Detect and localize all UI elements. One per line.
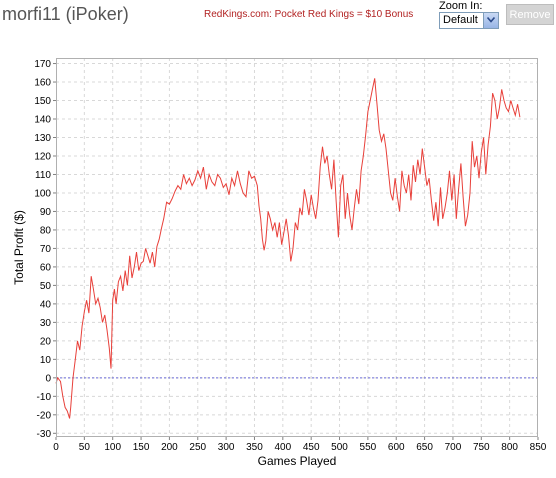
y-tick-label: -10 [37, 392, 52, 403]
y-tick-label: 160 [34, 78, 51, 89]
remove-button[interactable]: Remove [506, 4, 554, 25]
plot-border [56, 58, 538, 437]
zoom-select[interactable]: Default [439, 12, 499, 29]
x-tick-label: 250 [189, 442, 206, 453]
zoom-label: Zoom In: [439, 0, 483, 12]
x-tick-label: 450 [303, 442, 320, 453]
x-tick-label: 650 [416, 442, 433, 453]
x-tick-label: 50 [79, 442, 91, 453]
y-axis: -30 -20 -10 0 10 20 30 40 50 60 70 80 90 100 110 120 130… [34, 59, 56, 440]
y-tick-label: 30 [40, 318, 52, 329]
x-tick-label: 350 [246, 442, 263, 453]
zoom-selected-value: Default [443, 14, 478, 26]
y-tick-label: 90 [40, 207, 52, 218]
y-tick-label: 80 [40, 225, 52, 236]
x-tick-label: 300 [218, 442, 235, 453]
series-line [55, 78, 521, 419]
y-tick-label: 40 [40, 299, 52, 310]
y-tick-label: -30 [37, 429, 52, 440]
x-tick-label: 0 [53, 442, 59, 453]
x-tick-label: 800 [501, 442, 518, 453]
y-tick-label: 20 [40, 336, 52, 347]
y-tick-label: 140 [34, 115, 51, 126]
promo-link[interactable]: RedKings.com: Pocket Red Kings = $10 Bon… [204, 9, 414, 20]
y-tick-label: 50 [40, 281, 52, 292]
x-tick-label: 400 [274, 442, 291, 453]
y-axis-title: Total Profit ($) [12, 210, 26, 285]
y-tick-label: 100 [34, 188, 51, 199]
x-axis-title: Games Played [258, 454, 337, 468]
y-tick-label: 170 [34, 59, 51, 70]
x-tick-label: 150 [133, 442, 150, 453]
y-tick-label: -20 [37, 410, 52, 421]
y-tick-label: 0 [45, 373, 51, 384]
x-tick-label: 750 [473, 442, 490, 453]
x-tick-label: 700 [445, 442, 462, 453]
y-tick-label: 120 [34, 151, 51, 162]
y-tick-label: 70 [40, 244, 52, 255]
chevron-down-icon[interactable] [483, 13, 498, 28]
plot-area [56, 58, 538, 437]
x-tick-label: 550 [360, 442, 377, 453]
x-tick-label: 500 [331, 442, 348, 453]
x-tick-label: 100 [104, 442, 121, 453]
y-tick-label: 10 [40, 355, 52, 366]
y-tick-label: 60 [40, 262, 52, 273]
y-tick-label: 110 [35, 170, 51, 181]
x-tick-label: 200 [161, 442, 178, 453]
y-tick-label: 130 [34, 133, 51, 144]
page-title: morfi11 (iPoker) [2, 4, 129, 24]
x-tick-label: 600 [388, 442, 405, 453]
x-axis: 0 50 100 150 200 250 300 350 400 450 500 550 600 650 7… [53, 437, 547, 453]
x-tick-label: 850 [530, 442, 547, 453]
y-tick-label: 150 [34, 96, 51, 107]
